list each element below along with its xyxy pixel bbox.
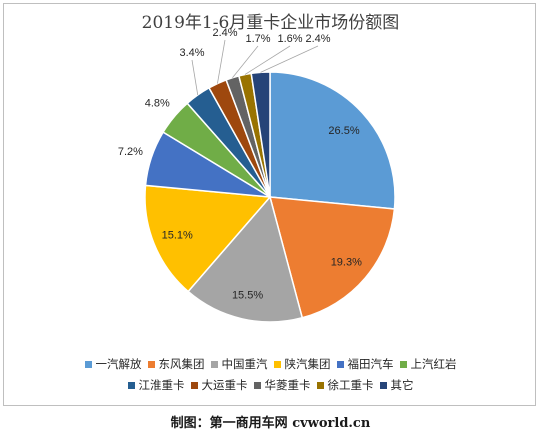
footer-credit: 制图：第一商用车网 cvworld.cn <box>170 416 371 431</box>
legend-item: 华菱重卡 <box>253 377 311 393</box>
pie-slice-11 <box>250 71 271 198</box>
legend-label: 其它 <box>390 378 414 392</box>
legend-item: 陕汽集团 <box>273 356 331 372</box>
legend-swatch <box>190 381 198 389</box>
legend: 一汽解放 东风集团 中国重汽 陕汽集团 福田汽车 上汽红岩 江淮重卡 大运重卡 华菱重卡 徐工重… <box>0 356 541 398</box>
pie-data-label: 1.6% <box>277 33 302 45</box>
pie-data-label: 2.4% <box>305 33 330 45</box>
legend-swatch <box>399 360 407 368</box>
pie-data-label: 7.2% <box>118 146 143 158</box>
legend-swatch <box>379 381 387 389</box>
legend-label: 大运重卡 <box>201 378 248 392</box>
legend-label: 福田汽车 <box>347 357 394 371</box>
pie-data-label: 1.7% <box>245 33 270 45</box>
legend-item: 大运重卡 <box>190 377 248 393</box>
pie-chart: 26.5% 19.3% 15.5% 15.1% 7.2% 4.8% 3.4% 2.4% 1.7%… <box>118 27 396 323</box>
leader-line <box>191 59 199 96</box>
legend-item: 上汽红岩 <box>399 356 457 372</box>
legend-item: 江淮重卡 <box>127 377 185 393</box>
pie-slice-2 <box>268 196 396 319</box>
legend-item: 中国重汽 <box>210 356 268 372</box>
legend-label: 江淮重卡 <box>138 378 185 392</box>
legend-item: 一汽解放 <box>84 356 142 372</box>
legend-row: 一汽解放 东风集团 中国重汽 陕汽集团 福田汽车 上汽红岩 <box>0 356 541 372</box>
leader-line <box>232 45 259 79</box>
legend-label: 华菱重卡 <box>264 378 311 392</box>
legend-swatch <box>316 381 324 389</box>
legend-row: 江淮重卡 大运重卡 华菱重卡 徐工重卡 其它 <box>0 377 541 393</box>
legend-swatch <box>336 360 344 368</box>
legend-label: 一汽解放 <box>95 357 142 371</box>
pie-data-label: 3.4% <box>179 47 204 59</box>
leader-line <box>217 39 226 84</box>
legend-item: 其它 <box>379 377 414 393</box>
pie-slice-3 <box>187 195 304 323</box>
pie-data-label: 15.1% <box>162 229 193 241</box>
pie-data-label: 26.5% <box>328 125 359 137</box>
chart-title: 2019年1-6月重卡企业市场份额图 <box>141 13 400 33</box>
pie-slice-4 <box>144 184 272 293</box>
legend-item: 徐工重卡 <box>316 377 374 393</box>
legend-item: 福田汽车 <box>336 356 394 372</box>
leader-line <box>244 45 291 75</box>
pie-data-label: 2.4% <box>212 27 237 39</box>
legend-label: 东风集团 <box>158 357 205 371</box>
legend-swatch <box>273 360 281 368</box>
pie-data-label: 4.8% <box>145 98 170 110</box>
pie-data-label: 15.5% <box>232 289 263 301</box>
leader-line <box>260 45 319 73</box>
legend-swatch <box>253 381 261 389</box>
legend-swatch <box>127 381 135 389</box>
legend-label: 徐工重卡 <box>327 378 374 392</box>
legend-swatch <box>84 360 92 368</box>
legend-label: 陕汽集团 <box>284 357 331 371</box>
pie-data-label: 19.3% <box>331 257 362 269</box>
legend-item: 东风集团 <box>147 356 205 372</box>
legend-label: 上汽红岩 <box>410 357 457 371</box>
legend-swatch <box>147 360 155 368</box>
legend-swatch <box>210 360 218 368</box>
legend-label: 中国重汽 <box>221 357 268 371</box>
pie-slice-1 <box>269 71 396 210</box>
